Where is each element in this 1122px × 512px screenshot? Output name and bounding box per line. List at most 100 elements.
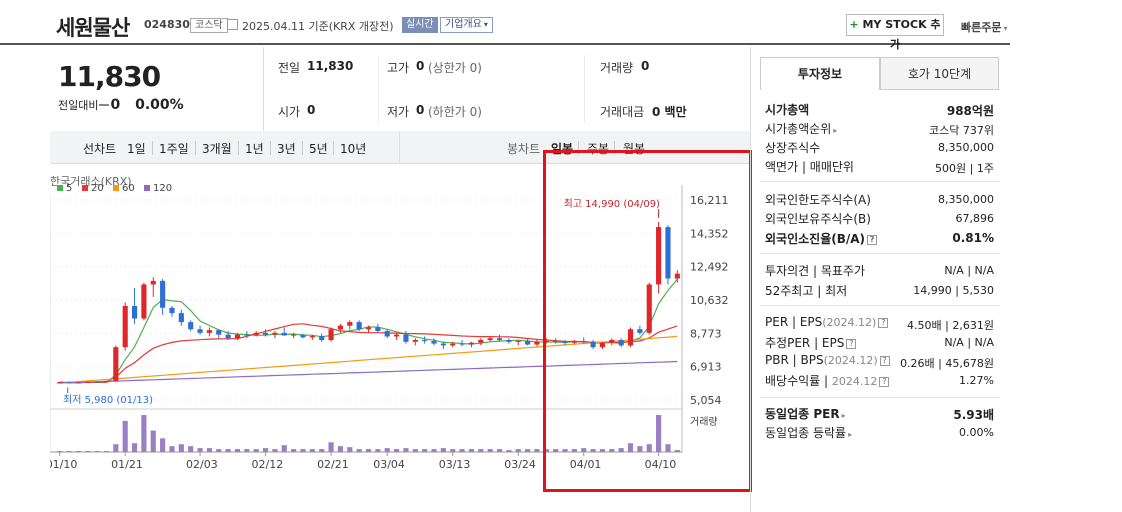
volume-bar (309, 449, 315, 452)
tab-orderbook[interactable]: 호가 10단계 (880, 57, 999, 90)
volume-bar (412, 449, 418, 452)
est-per-eps-label: 추정PER | EPS? (765, 334, 857, 351)
foreign-ratio-label: 외국인소진율(B/A)? (765, 230, 878, 247)
candle-body (609, 340, 615, 343)
candlestick-chart[interactable]: 16,211 14,352 12,492 10,632 8,773 6,913 5,054 0… (50, 165, 750, 475)
candle-body (422, 340, 428, 342)
chart-tab-bar (50, 131, 750, 164)
candle-body (141, 284, 147, 319)
candle-body (300, 334, 306, 338)
candle-body (646, 284, 652, 333)
candle-body (450, 343, 456, 346)
tab-candle-chart[interactable]: 봉차트 (507, 142, 541, 156)
candle-body (253, 332, 259, 336)
volume-bar (656, 415, 662, 452)
par-trade-unit-label: 액면가 | 매매단위 (765, 160, 854, 174)
tab-10year[interactable]: 10년 (340, 142, 367, 156)
tab-3month[interactable]: 3개월 (202, 142, 232, 156)
lower-limit: (하한가 0) (428, 105, 482, 119)
volume-bar (85, 451, 91, 452)
candle-body (216, 330, 222, 335)
help-icon[interactable]: ? (878, 317, 889, 328)
volume-bar (337, 446, 343, 452)
prev-close-value: 11,830 (307, 59, 354, 73)
legend-ma120: 120 (144, 183, 172, 194)
volume-bar (131, 443, 138, 452)
help-icon[interactable]: ? (867, 234, 878, 245)
volume-bar (431, 449, 437, 452)
tab-invest-info[interactable]: 투자정보 (760, 57, 880, 90)
candle-body (478, 340, 484, 343)
volume-bar (599, 449, 606, 452)
volume-bar (506, 450, 512, 452)
volume-bar (581, 448, 587, 452)
candle-body (562, 341, 568, 343)
volume-bar (141, 415, 147, 452)
tab-1day[interactable]: 1일 (127, 142, 146, 156)
candle-body (553, 340, 559, 342)
volume-bar (665, 444, 671, 452)
candle-body (75, 382, 81, 384)
quick-order-dropdown[interactable]: 빠른주문 ▾ (961, 21, 1008, 34)
stock-header (0, 0, 1010, 45)
candle-body (515, 340, 521, 342)
help-icon[interactable]: ? (879, 376, 890, 387)
price-change: 전일대비 0 0.00% (58, 97, 184, 113)
x-tick-label: 04/10 (645, 458, 677, 471)
tab-line-chart[interactable]: 선차트 (83, 142, 117, 156)
high-label: 고가 (387, 61, 410, 75)
per-eps-label: PER | EPS(2024.12)? (765, 315, 889, 329)
volume-bar (553, 449, 559, 452)
volume-bar (440, 448, 446, 452)
help-icon[interactable]: ? (846, 338, 857, 349)
tab-1year[interactable]: 1년 (245, 142, 264, 156)
divider (614, 141, 615, 155)
volume-bar (103, 451, 110, 452)
realtime-button[interactable]: 실시간 (402, 17, 438, 33)
candle-body (440, 343, 446, 346)
sector-change-label[interactable]: 동일업종 등락률 ▸ (765, 426, 853, 440)
candle-body (525, 340, 531, 345)
candle-body (57, 382, 63, 384)
y-tick-label: 5,054 (690, 394, 722, 407)
volume-bar (571, 449, 577, 452)
change-percent: 0.00% (135, 97, 184, 113)
candle-body (665, 227, 671, 279)
tab-1week[interactable]: 1주일 (159, 142, 189, 156)
sector-per-label[interactable]: 동일업종 PER ▸ (765, 407, 846, 421)
volume-bar (609, 449, 615, 452)
add-mystock-button[interactable]: + MY STOCK 추가 (846, 14, 944, 51)
volume-bar (122, 420, 128, 452)
candle-body (169, 307, 175, 314)
x-tick-label: 04/01 (570, 458, 602, 471)
tab-5year[interactable]: 5년 (309, 142, 328, 156)
volume-bar (525, 449, 531, 452)
divider (578, 141, 579, 155)
market-badge: 코스닥 (190, 18, 228, 33)
sector-change-value: 0.00% (959, 426, 994, 439)
prev-close-label: 전일 (278, 61, 301, 75)
candle-body (571, 340, 577, 343)
tab-3year[interactable]: 3년 (277, 142, 296, 156)
calendar-icon (227, 19, 238, 30)
candle-body (637, 329, 643, 333)
pbr-bps-label: PBR | BPS(2024.12)? (765, 353, 890, 367)
candle-body (356, 322, 362, 330)
volume-bar (637, 446, 643, 452)
divider (760, 397, 1000, 398)
trade-amount-value: 0 백만 (652, 105, 687, 119)
volume-bar (646, 444, 652, 452)
volume-bar (543, 449, 549, 452)
divider (270, 141, 271, 155)
candle-body (627, 329, 634, 346)
volume-bar (384, 448, 390, 452)
market-cap-rank-label[interactable]: 시가총액순위 ▸ (765, 122, 838, 136)
volume-bar (57, 451, 63, 452)
help-icon[interactable]: ? (879, 355, 890, 366)
company-overview-dropdown[interactable]: 기업개요 ▾ (440, 17, 493, 33)
candle-body (412, 340, 418, 342)
est-per-eps-value: N/A | N/A (944, 336, 994, 349)
volume-bar (281, 445, 287, 452)
price-box (50, 47, 264, 131)
candle-body (656, 227, 662, 285)
